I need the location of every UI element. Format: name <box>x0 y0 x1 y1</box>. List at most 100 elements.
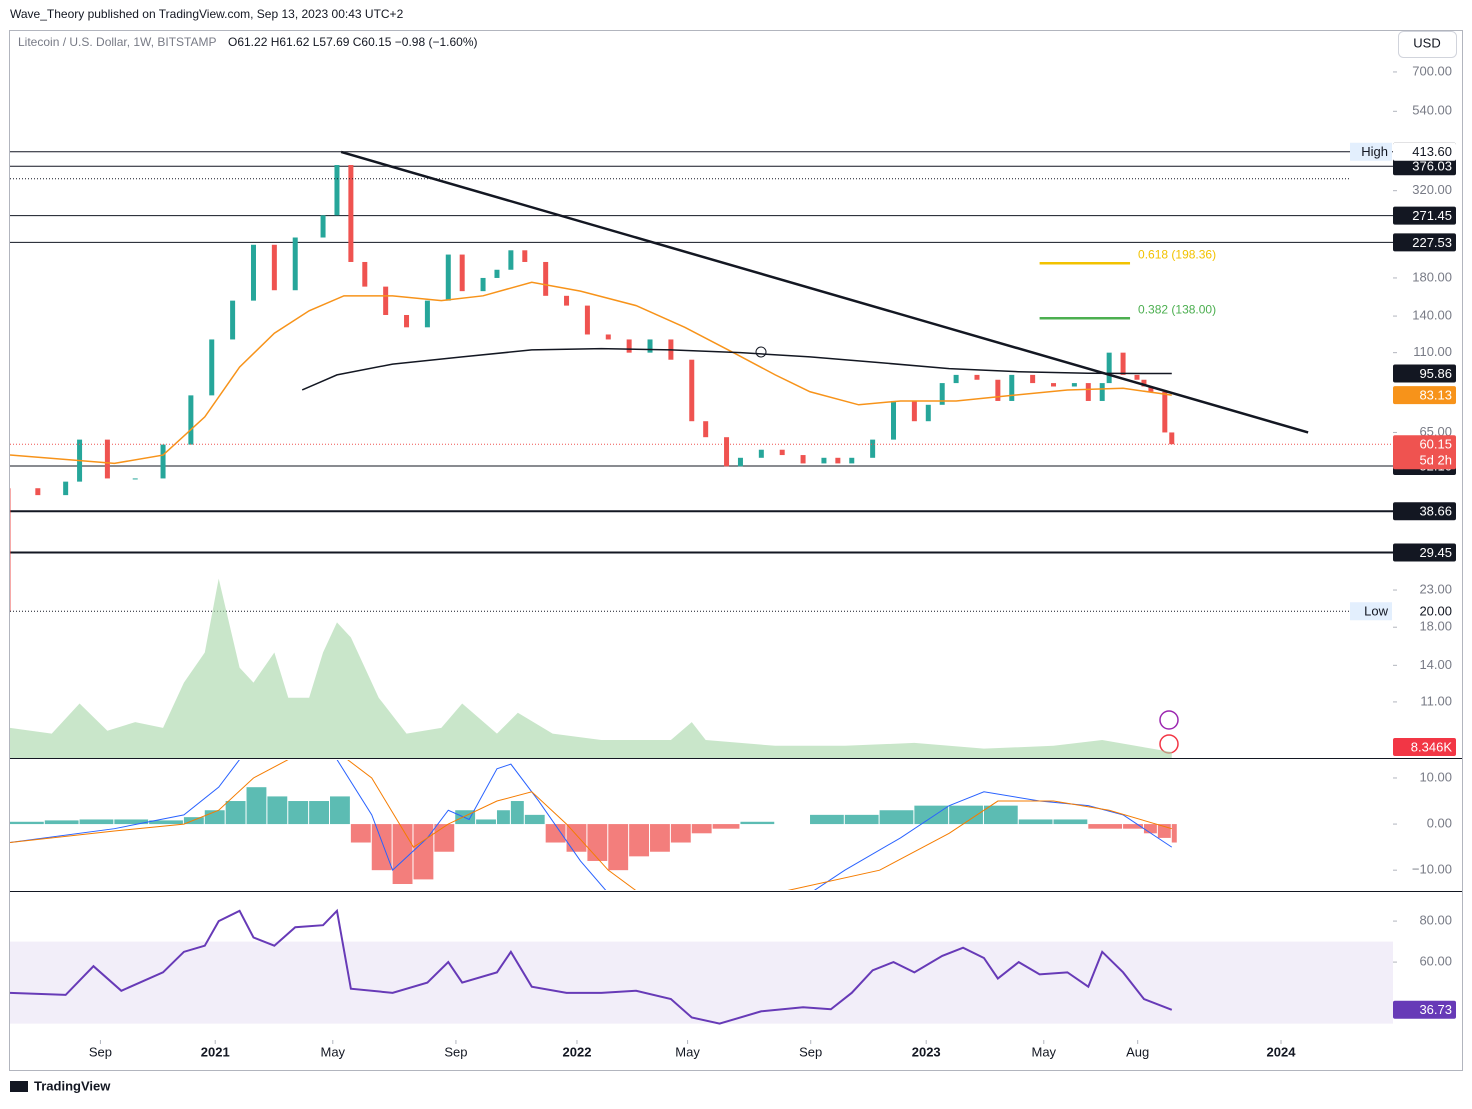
candle <box>1085 383 1091 401</box>
currency-label[interactable]: USD <box>1413 35 1440 50</box>
macd-histogram-bar <box>1143 824 1157 834</box>
candle <box>779 449 785 456</box>
y-tick-label: 14.00 <box>1419 657 1452 672</box>
last-price-box <box>1393 435 1456 470</box>
macd-histogram-bar <box>267 796 288 825</box>
candle <box>160 444 166 479</box>
candle <box>1030 374 1036 384</box>
alert-icon[interactable] <box>1159 710 1179 730</box>
rsi-line <box>10 908 1173 1025</box>
symbol-title: Litecoin / U.S. Dollar, 1W, BITSTAMP <box>18 35 217 49</box>
candle <box>925 404 931 422</box>
candle <box>320 215 326 238</box>
macd-histogram-bar <box>44 820 79 825</box>
macd-histogram-bar <box>434 824 455 852</box>
macd-histogram-bar <box>810 814 844 825</box>
y-tick-label: 180.00 <box>1412 269 1452 284</box>
candle <box>800 455 806 464</box>
macd-histogram-bar <box>879 810 914 825</box>
y-tick-label: 700.00 <box>1412 63 1452 78</box>
macd-histogram-bar <box>691 824 712 834</box>
macd-histogram-bar <box>79 819 114 825</box>
candle <box>758 449 764 458</box>
rsi-band <box>10 941 1393 1024</box>
y-tick-label: 140.00 <box>1412 308 1452 323</box>
logo-text: TradingView <box>34 1078 111 1093</box>
frame <box>9 30 1463 1071</box>
macd-histogram-bar <box>496 810 510 825</box>
macd-line <box>10 760 1173 890</box>
y-tick-label: 80.00 <box>1419 913 1452 928</box>
y-tick-label: 18.00 <box>1419 619 1452 634</box>
y-tick-label: 540.00 <box>1412 103 1452 118</box>
logo-icon <box>10 1081 28 1092</box>
macd-histogram-bar <box>608 824 629 871</box>
ma-last-label-box <box>1393 386 1456 405</box>
high-value-label-box <box>1393 142 1456 161</box>
macd-histogram-bar <box>149 820 183 825</box>
level-label-box <box>1393 206 1456 225</box>
moving-average <box>301 347 1172 391</box>
candle <box>508 250 514 270</box>
currency-button[interactable] <box>1398 31 1457 58</box>
candle <box>1162 391 1168 433</box>
rsi-last-label-box <box>1393 1000 1456 1019</box>
candle <box>543 261 549 296</box>
candle <box>1071 383 1077 387</box>
trendline <box>340 150 1309 434</box>
macd-histogram-bar <box>309 801 330 825</box>
macd-histogram-bar <box>1123 824 1143 829</box>
y-tick-label: 23.00 <box>1419 581 1452 596</box>
candle <box>271 244 277 291</box>
macd-histogram-bar <box>629 824 650 857</box>
x-tick-label: 2021 <box>201 1044 230 1059</box>
macd-histogram-bar <box>330 796 350 825</box>
macd-histogram-bar <box>545 824 566 843</box>
level-label-box <box>1393 157 1456 176</box>
cross-marker <box>755 346 767 358</box>
candle <box>1134 374 1140 380</box>
macd-histogram-bar <box>1053 819 1088 825</box>
macd-histogram-bar <box>1088 824 1123 829</box>
candle <box>1099 383 1105 401</box>
macd-histogram-bar <box>949 805 983 825</box>
candle <box>459 254 465 292</box>
level-label: 376.03 <box>1412 159 1452 174</box>
candle <box>1141 379 1147 387</box>
macd-histogram-bar <box>524 814 545 825</box>
level-label: 38.66 <box>1419 504 1452 519</box>
y-tick-label: 11.00 <box>1420 693 1452 708</box>
candle <box>939 383 945 405</box>
y-tick-label: 65.00 <box>1419 424 1452 439</box>
candle <box>584 305 590 335</box>
candle <box>1009 374 1015 401</box>
x-tick-label: Sep <box>444 1044 467 1059</box>
volume-label-box <box>1393 738 1456 756</box>
candle <box>891 400 897 440</box>
ohlc-values: O61.22 H61.62 L57.69 C60.15 −0.98 (−1.60… <box>228 35 478 49</box>
candle <box>626 339 632 353</box>
ma-last-label: 95.86 <box>1419 366 1452 381</box>
event-icon[interactable] <box>1159 734 1179 754</box>
plot-layer <box>10 908 1393 1025</box>
high-name: High <box>1361 144 1388 159</box>
y-tick-label: 10.00 <box>1419 769 1452 784</box>
candle <box>995 379 1001 401</box>
macd-histogram-bar <box>392 824 413 885</box>
plot-layer <box>10 578 1172 758</box>
candle <box>404 314 410 328</box>
low-name: Low <box>1364 604 1388 619</box>
candle <box>821 457 827 464</box>
candle <box>647 339 653 353</box>
candle <box>689 359 695 422</box>
macd-histogram-bar <box>510 801 524 825</box>
plot-layer <box>10 760 1177 890</box>
candle <box>605 334 611 340</box>
macd-histogram-bar <box>587 824 608 861</box>
macd-histogram-bar <box>225 801 246 825</box>
candle <box>849 457 855 464</box>
macd-histogram-bar <box>246 787 267 825</box>
x-tick-label: Aug <box>1126 1044 1149 1059</box>
level-label-box <box>1393 543 1456 562</box>
